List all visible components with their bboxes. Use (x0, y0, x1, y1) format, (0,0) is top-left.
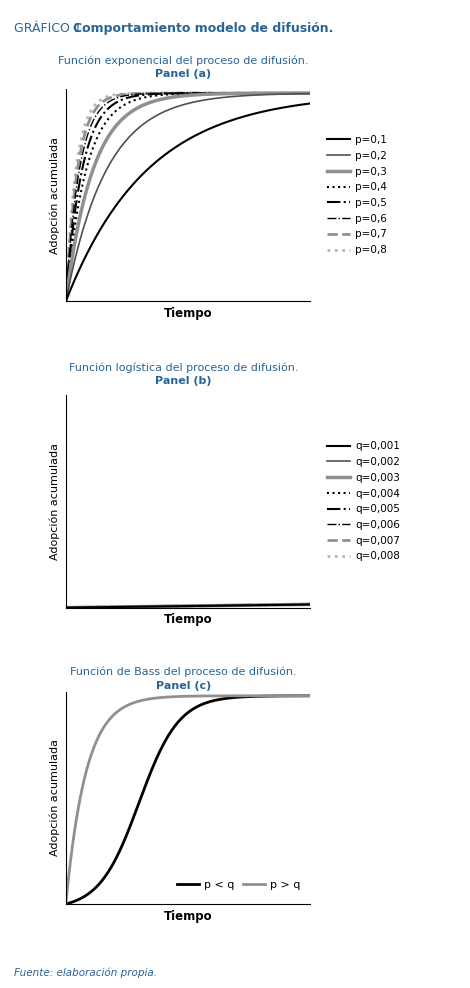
Text: Panel (c): Panel (c) (156, 681, 211, 691)
Text: Función de Bass del proceso de difusión.: Función de Bass del proceso de difusión. (70, 667, 297, 678)
Text: Comportamiento modelo de difusión.: Comportamiento modelo de difusión. (73, 22, 333, 35)
X-axis label: Tiempo: Tiempo (164, 307, 212, 320)
Text: GRÁFICO 1.: GRÁFICO 1. (14, 22, 90, 35)
Y-axis label: Adopción acumulada: Adopción acumulada (50, 739, 60, 857)
Legend: p < q, p > q: p < q, p > q (173, 875, 305, 894)
Y-axis label: Adopción acumulada: Adopción acumulada (50, 136, 60, 254)
Text: Panel (a): Panel (a) (155, 69, 212, 79)
Text: Función exponencial del proceso de difusión.: Función exponencial del proceso de difus… (58, 55, 308, 66)
X-axis label: Tiempo: Tiempo (164, 614, 212, 626)
Text: Fuente: elaboración propia.: Fuente: elaboración propia. (14, 967, 157, 978)
Legend: q=0,001, q=0,002, q=0,003, q=0,004, q=0,005, q=0,006, q=0,007, q=0,008: q=0,001, q=0,002, q=0,003, q=0,004, q=0,… (323, 438, 404, 565)
Legend: p=0,1, p=0,2, p=0,3, p=0,4, p=0,5, p=0,6, p=0,7, p=0,8: p=0,1, p=0,2, p=0,3, p=0,4, p=0,5, p=0,6… (323, 131, 391, 259)
Y-axis label: Adopción acumulada: Adopción acumulada (50, 443, 60, 560)
Text: Panel (b): Panel (b) (155, 376, 212, 386)
Text: Función logística del proceso de difusión.: Función logística del proceso de difusió… (69, 363, 298, 373)
X-axis label: Tiempo: Tiempo (164, 910, 212, 923)
